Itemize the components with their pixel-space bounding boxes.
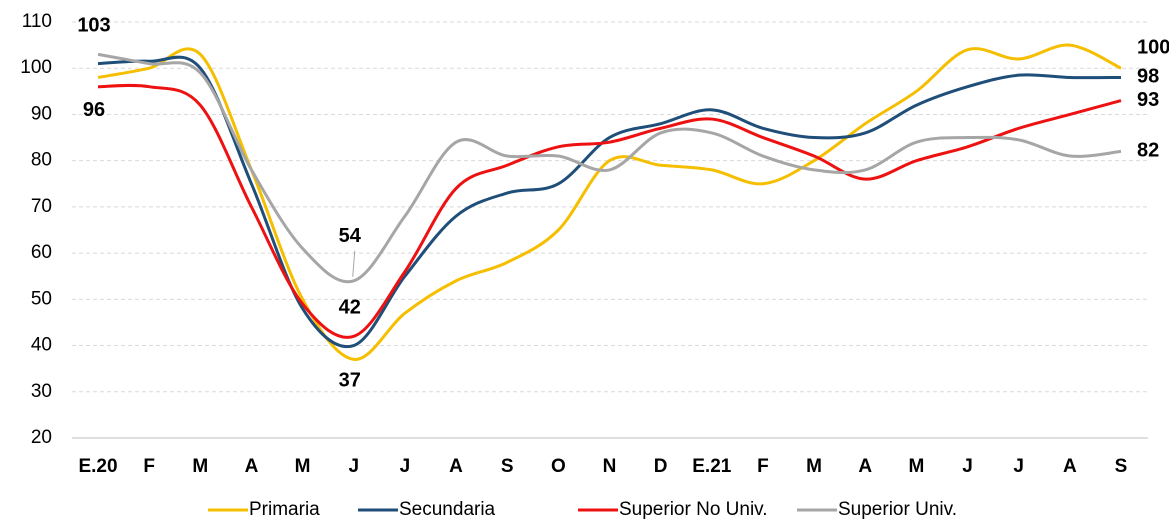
y-tick-label: 30: [31, 381, 52, 402]
data-label: 103: [77, 15, 110, 37]
series-line: [97, 43, 1122, 361]
legend-label: Superior No Univ.: [619, 499, 768, 520]
x-tick-label: S: [501, 456, 514, 477]
y-tick-label: 80: [31, 150, 52, 171]
legend-label: Primaria: [249, 499, 320, 520]
data-label: 54: [339, 225, 362, 247]
data-label: 100: [1137, 37, 1169, 59]
series-line: [97, 52, 1122, 284]
x-tick-label: N: [603, 456, 617, 477]
legend-label: Superior Univ.: [838, 499, 957, 520]
x-tick-label: E.20: [78, 456, 117, 477]
x-tick-label: F: [143, 456, 155, 477]
y-tick-label: 100: [20, 57, 52, 78]
x-tick-label: A: [1063, 456, 1077, 477]
data-label: 82: [1137, 140, 1159, 162]
x-tick-label: F: [757, 456, 769, 477]
x-tick-label: A: [245, 456, 259, 477]
data-label: 93: [1137, 89, 1159, 111]
legend-label: Secundaria: [399, 499, 496, 520]
x-tick-label: O: [551, 456, 566, 477]
data-label: 96: [83, 99, 105, 121]
leader-line: [352, 250, 356, 277]
x-tick-label: J: [348, 456, 359, 477]
y-tick-label: 60: [31, 242, 52, 263]
x-tick-label: J: [962, 456, 973, 477]
x-tick-label: M: [192, 456, 208, 477]
x-tick-label: E.21: [692, 456, 732, 477]
y-tick-label: 20: [31, 427, 52, 448]
x-tick-label: A: [449, 456, 463, 477]
data-label: 42: [339, 297, 361, 319]
data-label: 37: [339, 370, 361, 392]
x-tick-label: M: [908, 456, 924, 477]
y-tick-label: 40: [31, 335, 52, 356]
x-tick-label: J: [1013, 456, 1024, 477]
x-tick-label: S: [1115, 456, 1128, 477]
x-tick-label: A: [858, 456, 872, 477]
x-tick-label: D: [654, 456, 668, 477]
series-line: [97, 55, 1122, 349]
series-line: [97, 83, 1122, 339]
y-tick-label: 70: [31, 196, 52, 217]
x-tick-label: M: [295, 456, 311, 477]
y-tick-label: 50: [31, 288, 52, 309]
y-tick-label: 110: [22, 11, 52, 32]
x-tick-label: J: [400, 456, 411, 477]
y-tick-label: 90: [31, 103, 52, 124]
data-label: 98: [1137, 66, 1159, 88]
x-tick-label: M: [806, 456, 822, 477]
